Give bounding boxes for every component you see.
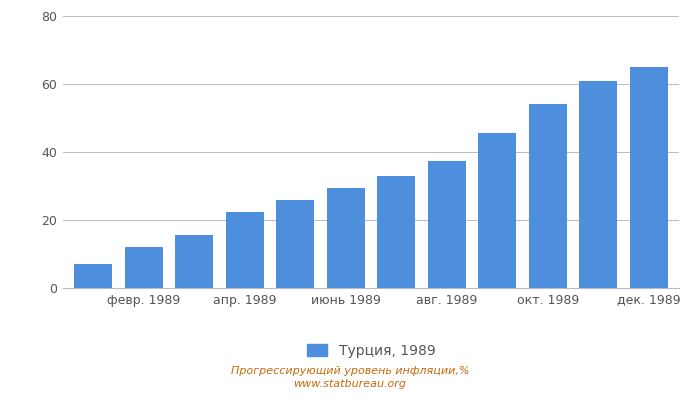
Legend: Турция, 1989: Турция, 1989 (307, 344, 435, 358)
Bar (74, 264, 112, 288)
Bar (327, 188, 365, 288)
Bar (428, 160, 466, 288)
Bar (528, 104, 567, 288)
Bar (125, 247, 162, 288)
Bar (478, 133, 516, 288)
Bar (377, 176, 415, 288)
Text: Прогрессирующий уровень инфляции,%: Прогрессирующий уровень инфляции,% (231, 366, 469, 376)
Bar (175, 235, 214, 288)
Bar (226, 212, 264, 288)
Bar (580, 80, 617, 288)
Text: www.statbureau.org: www.statbureau.org (293, 379, 407, 389)
Bar (630, 67, 668, 288)
Bar (276, 200, 314, 288)
